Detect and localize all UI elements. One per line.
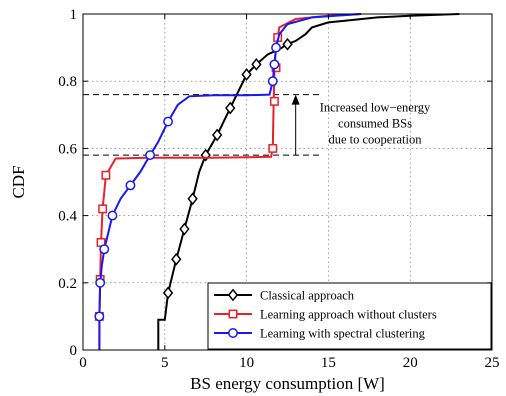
circle-marker	[267, 76, 278, 87]
annotation-text-line: Increased low−energy	[320, 101, 431, 115]
y-tick-label: 0	[70, 343, 78, 359]
x-tick-label: 0	[79, 355, 87, 371]
circle-marker	[99, 244, 110, 255]
series-3	[94, 13, 362, 350]
circle-marker	[163, 116, 174, 127]
square-marker	[269, 96, 279, 106]
circle-marker	[94, 311, 105, 322]
circle-marker	[269, 59, 280, 70]
x-tick-label: 10	[239, 355, 254, 371]
square-marker	[101, 170, 111, 180]
annotation-text-line: due to cooperation	[328, 133, 422, 147]
y-tick-label: 1	[70, 7, 78, 23]
diamond-marker	[187, 192, 198, 206]
circle-marker	[125, 180, 136, 191]
x-tick-label: 5	[161, 355, 169, 371]
annotation: Increased low−energy consumed BSs due to c…	[291, 94, 431, 156]
y-tick-label: 0.6	[58, 141, 77, 157]
series-layer	[94, 13, 460, 350]
diamond-marker	[227, 288, 239, 302]
diamond-marker	[282, 37, 293, 51]
square-marker	[98, 204, 108, 214]
circle-marker	[107, 210, 118, 221]
diamond-marker	[225, 101, 236, 115]
legend-entry: Classical approach	[260, 289, 355, 303]
legend-entry: Learning approach without clusters	[260, 308, 437, 322]
reference-lines	[83, 94, 321, 156]
diamond-marker	[162, 286, 174, 300]
circle-marker	[228, 328, 238, 338]
x-axis-label: BS energy consumption [W]	[190, 374, 385, 393]
diamond-marker	[211, 128, 223, 142]
y-tick-label: 0.4	[58, 209, 77, 225]
x-tick-label: 20	[403, 355, 418, 371]
circle-marker	[95, 277, 106, 288]
legend-entry: Learning with spectral clustering	[260, 327, 426, 341]
legend: Classical approach Learning approach with…	[207, 282, 492, 350]
annotation-text-line: consumed BSs	[338, 117, 412, 131]
x-tick-label: 25	[485, 355, 500, 371]
legend-box	[207, 282, 492, 350]
annotation-arrow-head	[291, 94, 300, 105]
diamond-marker	[241, 68, 252, 81]
y-tick-label: 0.2	[58, 276, 77, 292]
circle-marker	[271, 42, 281, 53]
circle-marker	[145, 150, 156, 161]
square-marker	[268, 143, 278, 153]
x-tick-label: 15	[321, 355, 336, 371]
diamond-marker	[251, 58, 262, 71]
axis-ticks: 0 5 10 15 20 25 0 0.2 0.4 0.6 0.8 1	[58, 7, 499, 371]
series-1	[157, 13, 460, 350]
square-marker	[228, 309, 238, 319]
plot-frame	[82, 13, 493, 351]
diamond-marker	[179, 222, 190, 236]
diamond-marker	[171, 252, 182, 266]
series-line	[157, 13, 460, 350]
y-axis-label: CDF	[9, 165, 28, 198]
y-tick-label: 0.8	[58, 74, 77, 90]
